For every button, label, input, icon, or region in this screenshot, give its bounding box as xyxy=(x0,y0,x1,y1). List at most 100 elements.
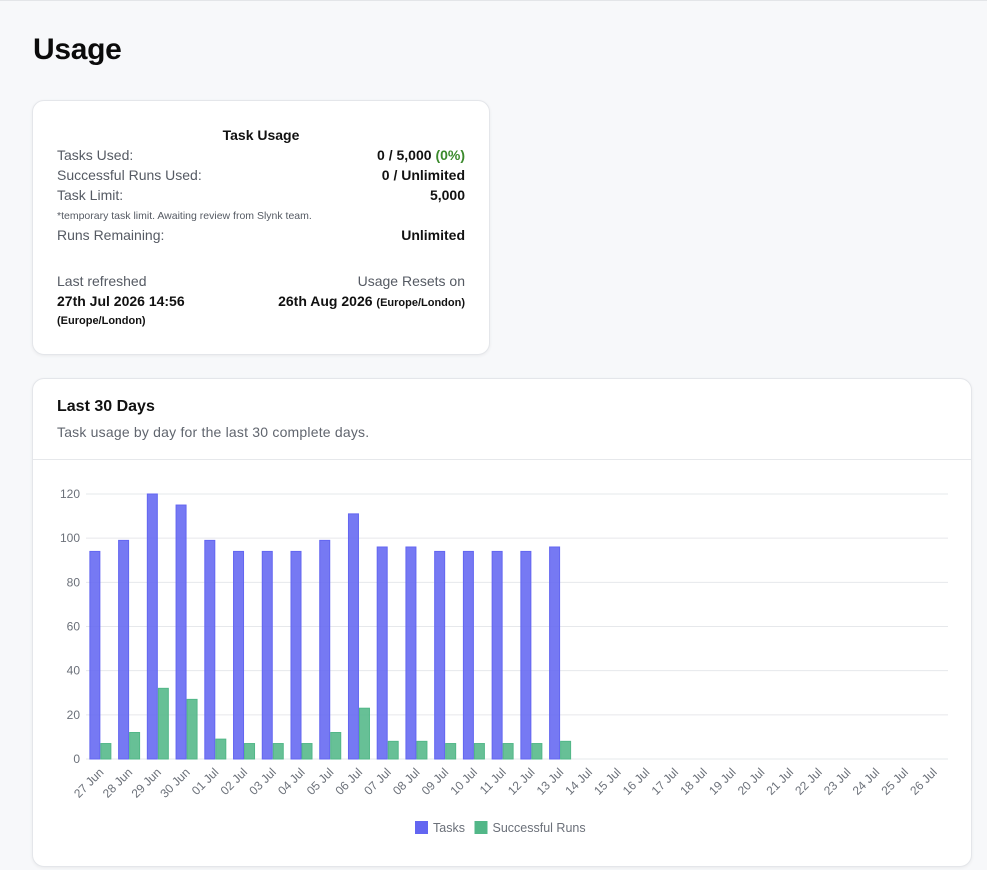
x-tick-label: 16 Jul xyxy=(620,765,653,798)
y-tick-label: 60 xyxy=(67,620,81,634)
task-usage-card: Task Usage Tasks Used: 0 / 5,000 (0%) Su… xyxy=(32,100,490,355)
x-tick-label: 09 Jul xyxy=(419,765,452,798)
bar-successful-runs xyxy=(244,743,256,760)
y-tick-label: 40 xyxy=(67,664,81,678)
bar-successful-runs xyxy=(272,743,284,760)
last-refreshed-value: 27th Jul 2026 14:56 xyxy=(57,293,185,309)
usage-resets-timezone: (Europe/London) xyxy=(376,297,465,309)
x-tick-label: 19 Jul xyxy=(706,765,739,798)
task-limit-label: Task Limit: xyxy=(57,187,124,203)
legend-swatch-tasks xyxy=(415,821,428,834)
bar-tasks xyxy=(233,550,245,760)
x-tick-label: 20 Jul xyxy=(735,765,768,798)
last-refreshed-label: Last refreshed xyxy=(57,273,147,289)
x-tick-label: 06 Jul xyxy=(333,765,366,798)
tasks-used-percent: (0%) xyxy=(435,147,465,163)
bar-successful-runs xyxy=(100,743,112,760)
bar-successful-runs xyxy=(416,740,428,760)
runs-remaining-row: Runs Remaining: Unlimited xyxy=(57,227,465,245)
legend-label-tasks: Tasks xyxy=(433,821,465,835)
x-tick-label: 22 Jul xyxy=(792,765,825,798)
bar-tasks xyxy=(405,546,417,760)
runs-used-value: 0 / Unlimited xyxy=(381,167,465,183)
y-tick-label: 120 xyxy=(60,487,80,501)
task-usage-title: Task Usage xyxy=(222,127,300,143)
x-tick-label: 25 Jul xyxy=(878,765,911,798)
bar-successful-runs xyxy=(358,707,370,760)
chart-divider xyxy=(33,459,971,460)
bar-successful-runs xyxy=(301,743,313,760)
page-title: Usage xyxy=(33,33,122,66)
bar-tasks xyxy=(204,539,216,760)
x-tick-label: 02 Jul xyxy=(218,765,251,798)
runs-used-label: Successful Runs Used: xyxy=(57,167,202,183)
bar-tasks xyxy=(261,550,273,760)
x-tick-label: 17 Jul xyxy=(649,765,682,798)
x-tick-label: 05 Jul xyxy=(304,765,337,798)
y-tick-label: 80 xyxy=(67,575,81,589)
x-tick-label: 11 Jul xyxy=(477,765,509,797)
tasks-used-row: Tasks Used: 0 / 5,000 (0%) xyxy=(57,147,465,165)
bar-successful-runs xyxy=(129,732,141,760)
x-tick-label: 18 Jul xyxy=(677,765,710,798)
x-tick-label: 04 Jul xyxy=(275,765,308,798)
bar-tasks xyxy=(175,504,187,760)
usage-resets-label: Usage Resets on xyxy=(357,273,465,289)
chart-title: Last 30 Days xyxy=(57,398,155,415)
y-tick-label: 0 xyxy=(73,752,80,766)
usage-resets-value: 26th Aug 2026 (Europe/London) xyxy=(278,293,465,309)
bar-successful-runs xyxy=(445,743,457,760)
legend-label-runs: Successful Runs xyxy=(493,821,586,835)
x-tick-label: 12 Jul xyxy=(505,765,538,798)
runs-used-row: Successful Runs Used: 0 / Unlimited xyxy=(57,167,465,185)
bar-tasks xyxy=(520,550,532,760)
task-limit-note: *temporary task limit. Awaiting review f… xyxy=(57,210,312,222)
x-tick-label: 26 Jul xyxy=(907,765,940,798)
x-tick-label: 03 Jul xyxy=(246,765,279,798)
runs-remaining-label: Runs Remaining: xyxy=(57,227,165,243)
y-tick-label: 20 xyxy=(67,708,81,722)
bar-tasks xyxy=(347,513,359,760)
bar-tasks xyxy=(549,546,561,760)
legend-swatch-runs xyxy=(474,821,488,834)
x-tick-label: 14 Jul xyxy=(562,765,595,798)
x-tick-label: 13 Jul xyxy=(534,765,567,798)
last-refreshed-timezone: (Europe/London) xyxy=(57,315,146,327)
bar-successful-runs xyxy=(473,743,485,760)
bar-tasks xyxy=(462,550,474,760)
bar-successful-runs xyxy=(215,738,227,760)
x-tick-label: 28 Jun xyxy=(100,765,135,800)
x-tick-label: 23 Jul xyxy=(821,765,854,798)
x-tick-label: 27 Jun xyxy=(71,765,106,800)
bar-tasks xyxy=(319,539,331,760)
x-tick-label: 30 Jun xyxy=(157,765,192,800)
task-limit-row: Task Limit: 5,000 xyxy=(57,187,465,205)
bar-successful-runs xyxy=(560,740,572,760)
bar-successful-runs xyxy=(330,732,342,760)
chart-subtitle: Task usage by day for the last 30 comple… xyxy=(57,424,370,440)
bar-successful-runs xyxy=(531,743,543,760)
x-tick-label: 15 Jul xyxy=(591,765,624,798)
bar-tasks xyxy=(491,550,503,760)
bar-tasks xyxy=(434,550,446,760)
bar-successful-runs xyxy=(186,698,198,760)
x-tick-label: 08 Jul xyxy=(390,765,423,798)
last-30-days-card: Last 30 Days Task usage by day for the l… xyxy=(32,378,972,867)
x-tick-label: 01 Jul xyxy=(189,765,222,798)
tasks-used-value: 0 / 5,000 (0%) xyxy=(377,147,465,163)
y-tick-label: 100 xyxy=(60,531,80,545)
bar-tasks xyxy=(89,550,101,760)
usage-resets-date: 26th Aug 2026 xyxy=(278,293,373,309)
bar-successful-runs xyxy=(157,687,169,760)
tasks-used-label: Tasks Used: xyxy=(57,147,134,163)
x-tick-label: 24 Jul xyxy=(850,765,883,798)
runs-remaining-value: Unlimited xyxy=(401,227,465,243)
tasks-used-count: 0 / 5,000 xyxy=(377,147,432,163)
x-tick-label: 07 Jul xyxy=(361,765,394,798)
x-tick-label: 29 Jun xyxy=(129,765,164,800)
x-tick-label: 10 Jul xyxy=(447,765,480,798)
task-limit-value: 5,000 xyxy=(429,187,465,203)
bar-successful-runs xyxy=(387,740,399,760)
bar-successful-runs xyxy=(502,743,514,760)
